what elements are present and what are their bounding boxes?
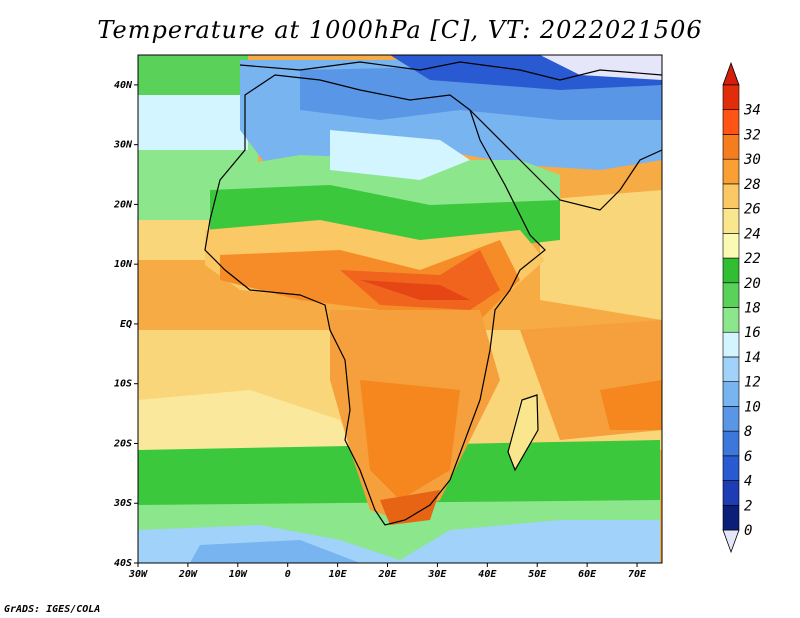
colorbar-swatch [722,430,740,457]
colorbar-swatch [722,480,740,506]
colorbar-swatch [722,257,740,284]
arabia-coastline [469,109,662,211]
colorbar-under-arrow [722,529,740,554]
colorbar-swatch [722,109,740,135]
colorbar-label: 14 [744,350,761,366]
y-tick-label: 20N [113,199,133,210]
field-north-atlantic-green2 [138,55,248,95]
colorbar-label: 16 [744,325,761,341]
colorbar-label: 8 [744,424,752,440]
y-tick-label: 40S [114,558,132,569]
x-tick-label: 70E [628,569,647,580]
colorbar-label: 22 [744,251,761,267]
map-frame [137,54,663,564]
colorbar-label: 12 [744,375,761,391]
x-tick-label: 40E [478,569,497,580]
field-north-atlantic-light [138,90,248,150]
x-tick-label: 20W [178,569,198,580]
y-tick-label: 30N [113,140,133,151]
field-sahara-pale [330,130,470,180]
temperature-field [138,55,662,563]
colorbar-swatch [722,84,740,111]
y-tick-label: 10S [114,379,132,390]
field-indian-ocean-warm [600,380,662,430]
colorbar-swatch [722,158,740,185]
colorbar-label: 4 [744,474,752,490]
colorbar-label: 6 [744,449,752,465]
x-tick-label: 60E [578,569,597,580]
colorbar-swatch [722,183,740,209]
field-southern-ocean-cold [190,540,360,563]
field-madagascar [508,395,538,470]
colorbar-swatch [722,233,740,259]
colorbar-label: 2 [744,498,752,514]
colorbar-label: 32 [743,127,761,143]
colorbar-swatch [722,356,740,382]
y-tick-label: 20S [113,438,132,449]
y-axis-ticks: 40N 30N 20N 10N EQ 10S 20S 30S 40S [113,80,138,569]
colorbar-label: 34 [743,103,761,119]
colorbar-swatch [722,282,740,308]
field-europe-coldest [540,55,662,80]
field-south-africa-tip [380,490,440,525]
x-tick-label: 10E [329,569,348,580]
colorbar-label: 24 [744,226,761,242]
x-tick-label: 10W [229,569,248,580]
x-tick-label: 0 [285,569,291,580]
x-tick-label: 50E [528,569,547,580]
x-tick-label: 30E [427,569,447,580]
colorbar-swatch [722,455,740,481]
colorbar-label: 20 [744,276,761,292]
colorbar-label: 10 [744,399,761,415]
y-tick-label: EQ [120,319,132,330]
field-south-africa-hot [360,380,460,500]
colorbar-swatch [722,331,740,358]
colorbar-label: 28 [744,177,761,193]
map-title: Temperature at 1000hPa [C], VT: 20220215… [97,16,703,44]
colorbar-swatch [722,134,740,160]
y-tick-label: 40N [114,80,133,91]
coastlines [204,61,662,526]
colorbar-swatch [722,406,740,432]
colorbar-label: 30 [743,152,761,168]
colorbar-swatch [722,381,740,407]
colorbar-swatch [722,504,740,531]
colorbar-over-arrow [722,61,740,86]
field-central-hottest [360,280,470,300]
field-arabian-sea [540,190,662,320]
x-tick-label: 20E [377,569,397,580]
africa-coastline [204,74,546,526]
y-tick-label: 30S [113,498,132,509]
grads-credit: GrADS: IGES/COLA [4,604,101,615]
colorbar-label: 18 [744,301,761,317]
colorbar-swatch [722,208,740,234]
colorbar-label: 26 [744,202,761,218]
x-axis-ticks: 30W 20W 10W 0 10E 20E 30E 40E 50E 60E 70E [128,563,647,580]
madagascar-coastline [507,394,539,472]
europe-coastline [239,61,662,81]
colorbar-swatch [722,307,740,333]
x-tick-label: 30W [128,569,148,580]
y-tick-label: 10N [114,259,133,270]
colorbar-label: 0 [744,523,752,539]
